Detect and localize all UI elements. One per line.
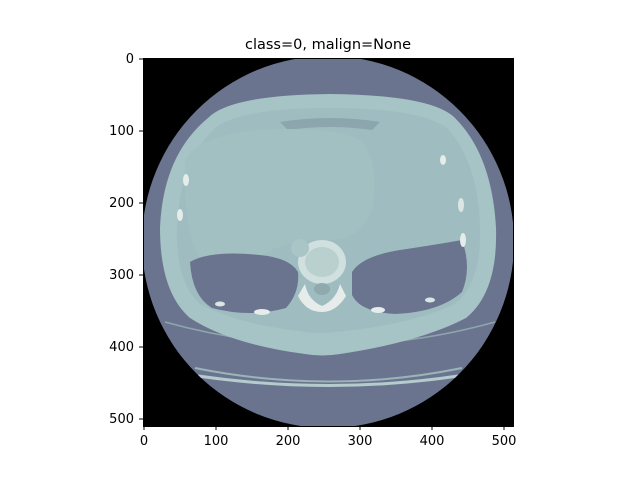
vertebra-core (305, 247, 339, 277)
x-axis: 0 100 200 300 400 500 (140, 426, 517, 449)
y-tick-label: 200 (109, 196, 134, 211)
rib (183, 174, 189, 186)
y-tick-label: 400 (109, 340, 134, 355)
x-tick-label: 0 (140, 434, 148, 449)
ct-scan-image (143, 58, 513, 426)
y-tick-label: 0 (126, 52, 134, 67)
x-tick-label: 300 (348, 434, 373, 449)
scan-table-line (197, 374, 459, 387)
x-tick-label: 200 (276, 434, 301, 449)
lung-right (190, 253, 299, 313)
liver (184, 129, 375, 264)
spinal-canal (314, 283, 330, 295)
scan-table-line (194, 367, 463, 383)
plot-title: class=0, malign=None (245, 37, 411, 53)
aorta (291, 239, 309, 257)
rib (458, 198, 464, 212)
rib (371, 307, 385, 313)
x-tick-label: 100 (204, 434, 229, 449)
rib (440, 155, 446, 165)
y-tick-label: 500 (109, 412, 134, 427)
x-tick-label: 400 (420, 434, 445, 449)
rib (425, 297, 435, 303)
axes-frame (143, 58, 514, 427)
y-axis: 0 100 200 300 400 500 (109, 52, 143, 427)
rib (215, 301, 225, 307)
lung-left (352, 240, 467, 314)
posterior-elements (298, 284, 346, 312)
rib (177, 209, 183, 221)
x-tick-label: 500 (492, 434, 517, 449)
rib (254, 309, 270, 315)
anterior-fat (280, 118, 380, 130)
y-tick-label: 300 (109, 268, 134, 283)
rib (460, 233, 466, 247)
y-tick-label: 100 (109, 124, 134, 139)
